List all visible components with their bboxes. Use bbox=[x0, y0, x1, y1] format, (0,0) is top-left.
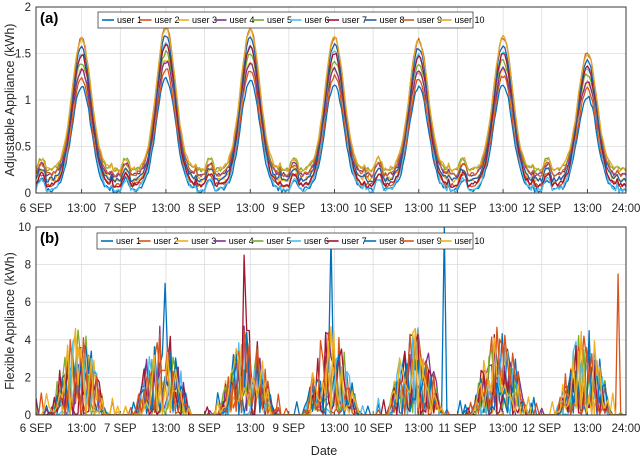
x-tick-label: 8 SEP bbox=[188, 423, 221, 435]
legend-entry: user 6 bbox=[304, 236, 329, 246]
y-tick-label: 4 bbox=[25, 335, 32, 347]
panel-label: (a) bbox=[40, 10, 58, 27]
y-axis-label: Adjustable Appliance (kWh) bbox=[3, 24, 17, 177]
x-tick-label: 9 SEP bbox=[273, 203, 306, 215]
y-tick-label: 2 bbox=[25, 372, 31, 384]
panel-label: (b) bbox=[40, 230, 59, 247]
x-tick-label: 13:00 bbox=[404, 203, 433, 215]
axes-box bbox=[35, 226, 627, 416]
x-tick-label: 24:00 bbox=[612, 203, 640, 215]
y-tick-label: 1 bbox=[25, 95, 31, 107]
y-tick-label: 8 bbox=[25, 260, 31, 272]
x-tick-label: 13:00 bbox=[320, 203, 349, 215]
x-tick-label: 24:00 bbox=[612, 423, 640, 435]
panel-b: 6 SEP 13:00 7 SEP 13:00 8 SEP 13:00 9 SEP 13:00… bbox=[3, 222, 640, 435]
y-tick-label: 0.5 bbox=[15, 142, 31, 154]
legend-entry: user 10 bbox=[454, 236, 484, 246]
x-tick-label: 13:00 bbox=[152, 423, 181, 435]
legend-entry: user 9 bbox=[417, 15, 442, 25]
x-tick-label: 13:00 bbox=[489, 203, 518, 215]
x-tick-label: 13:00 bbox=[573, 423, 602, 435]
legend-entry: user 1 bbox=[117, 15, 142, 25]
x-tick-label: 13:00 bbox=[489, 423, 518, 435]
series-line-user-8 bbox=[36, 35, 626, 183]
series-line-user-10 bbox=[36, 24, 626, 173]
x-tick-label: 13:00 bbox=[67, 423, 96, 435]
x-tick-label: 13:00 bbox=[573, 203, 602, 215]
x-tick-label: 7 SEP bbox=[104, 203, 137, 215]
x-tick-label: 11 SEP bbox=[438, 203, 476, 215]
legend-entry: user 7 bbox=[342, 15, 367, 25]
y-tick-label: 0 bbox=[25, 188, 31, 200]
y-tick-label: 2 bbox=[25, 2, 31, 14]
legend-entry: user 8 bbox=[379, 236, 404, 246]
legend-entry: user 3 bbox=[191, 236, 216, 246]
legend-entry: user 6 bbox=[305, 15, 330, 25]
x-tick-label: 12 SEP bbox=[522, 423, 561, 435]
y-tick-label: 0 bbox=[25, 410, 31, 422]
legend: user 1 user 2 user 3 user 4 user 5 user 6 user… bbox=[96, 232, 484, 250]
legend-entry: user 9 bbox=[417, 236, 442, 246]
y-tick-label: 6 bbox=[25, 297, 31, 309]
legend-entry: user 7 bbox=[342, 236, 367, 246]
legend-entry: user 2 bbox=[154, 236, 179, 246]
x-tick-label: 13:00 bbox=[152, 203, 181, 215]
x-tick-label: 13:00 bbox=[236, 423, 265, 435]
legend-entry: user 4 bbox=[230, 15, 255, 25]
series-group bbox=[36, 227, 626, 415]
y-tick-label: 10 bbox=[18, 222, 31, 234]
series-line-user-5 bbox=[36, 49, 626, 173]
x-tick-label: 10 SEP bbox=[354, 423, 393, 435]
y-axis-label: Flexible Appliance (kWh) bbox=[3, 252, 17, 390]
legend-entry: user 4 bbox=[229, 236, 254, 246]
x-tick-label: 9 SEP bbox=[273, 423, 306, 435]
legend-entry: user 5 bbox=[266, 236, 291, 246]
x-axis-label: Date bbox=[311, 444, 337, 458]
panel-a: 6 SEP 13:00 7 SEP 13:00 8 SEP 13:00 9 SEP 13:00… bbox=[3, 2, 640, 215]
series-line-user-2 bbox=[36, 68, 626, 188]
y-tick-label: 1.5 bbox=[15, 49, 31, 61]
x-tick-label: 6 SEP bbox=[20, 423, 53, 435]
legend-entry: user 8 bbox=[380, 15, 405, 25]
x-tick-label: 12 SEP bbox=[522, 203, 561, 215]
x-tick-label: 7 SEP bbox=[104, 423, 137, 435]
legend-entry: user 1 bbox=[116, 236, 141, 246]
x-tick-label: 13:00 bbox=[67, 203, 96, 215]
legend-entry: user 2 bbox=[155, 15, 180, 25]
x-tick-label: 13:00 bbox=[320, 423, 349, 435]
x-tick-label: 13:00 bbox=[404, 423, 433, 435]
series-group bbox=[36, 24, 626, 193]
axes-box bbox=[35, 6, 627, 194]
legend: user 1 user 2 user 3 user 4 user 5 user 6 user… bbox=[97, 11, 485, 29]
x-tick-label: 13:00 bbox=[236, 203, 265, 215]
legend-entry: user 3 bbox=[192, 15, 217, 25]
x-tick-label: 6 SEP bbox=[20, 203, 53, 215]
x-tick-label: 11 SEP bbox=[438, 423, 476, 435]
legend-entry: user 5 bbox=[267, 15, 292, 25]
series-line-user-7 bbox=[36, 43, 626, 189]
x-tick-label: 10 SEP bbox=[354, 203, 393, 215]
x-tick-label: 8 SEP bbox=[188, 203, 221, 215]
legend-entry: user 10 bbox=[455, 15, 485, 25]
